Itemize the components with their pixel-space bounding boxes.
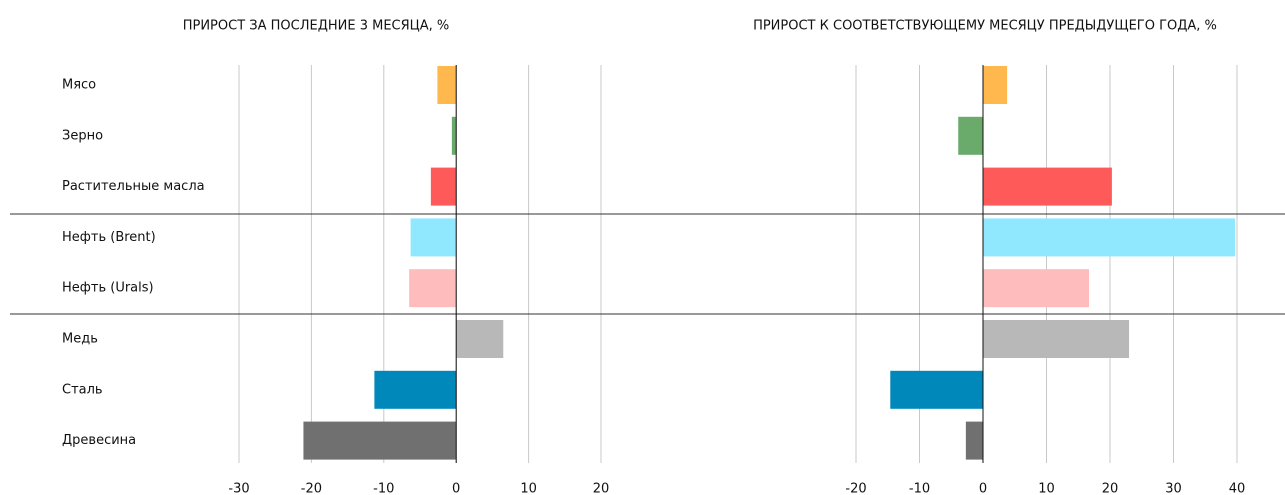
category-label: Древесина (62, 433, 136, 448)
x-tick-label: 20 (593, 482, 610, 495)
category-label: Нефть (Urals) (62, 281, 154, 296)
bar (983, 167, 1112, 206)
bar (456, 320, 504, 358)
x-tick-label: 20 (1102, 482, 1119, 495)
x-tick-label: 30 (1165, 482, 1182, 495)
bar (409, 269, 457, 308)
bar (958, 116, 983, 155)
bar-layer (303, 66, 1236, 460)
bar (410, 218, 457, 257)
bar (430, 167, 457, 206)
category-label: Сталь (62, 382, 103, 397)
x-tick-label: 0 (452, 482, 460, 495)
x-tick-label: -20 (845, 482, 866, 495)
bar (890, 370, 983, 409)
chart-title: ПРИРОСТ ЗА ПОСЛЕДНИЕ 3 МЕСЯЦА, % (183, 19, 450, 34)
bar (983, 320, 1130, 358)
bar (374, 370, 457, 409)
x-tick-label: -10 (909, 482, 930, 495)
bar (983, 269, 1090, 308)
x-tick-label: -20 (301, 482, 322, 495)
x-tick-label: 10 (1038, 482, 1055, 495)
x-tick-label: -30 (228, 482, 249, 495)
bar (983, 66, 1008, 104)
category-label: Зерно (62, 128, 103, 143)
x-tick-label: 10 (520, 482, 537, 495)
x-tick-label: 40 (1229, 482, 1246, 495)
category-label: Нефть (Brent) (62, 230, 156, 245)
grid-layer (238, 65, 1238, 463)
category-label: Мясо (62, 78, 96, 93)
x-tick-label: 0 (979, 482, 987, 495)
bar (303, 421, 457, 460)
bar (983, 218, 1236, 257)
chart-title: ПРИРОСТ К СООТВЕТСТВУЮЩЕМУ МЕСЯЦУ ПРЕДЫД… (753, 19, 1217, 34)
bar (437, 66, 457, 104)
bar (965, 421, 983, 460)
category-label: Растительные масла (62, 179, 205, 194)
bar (451, 116, 457, 155)
x-tick-label: -10 (373, 482, 394, 495)
category-label: Медь (62, 332, 98, 347)
